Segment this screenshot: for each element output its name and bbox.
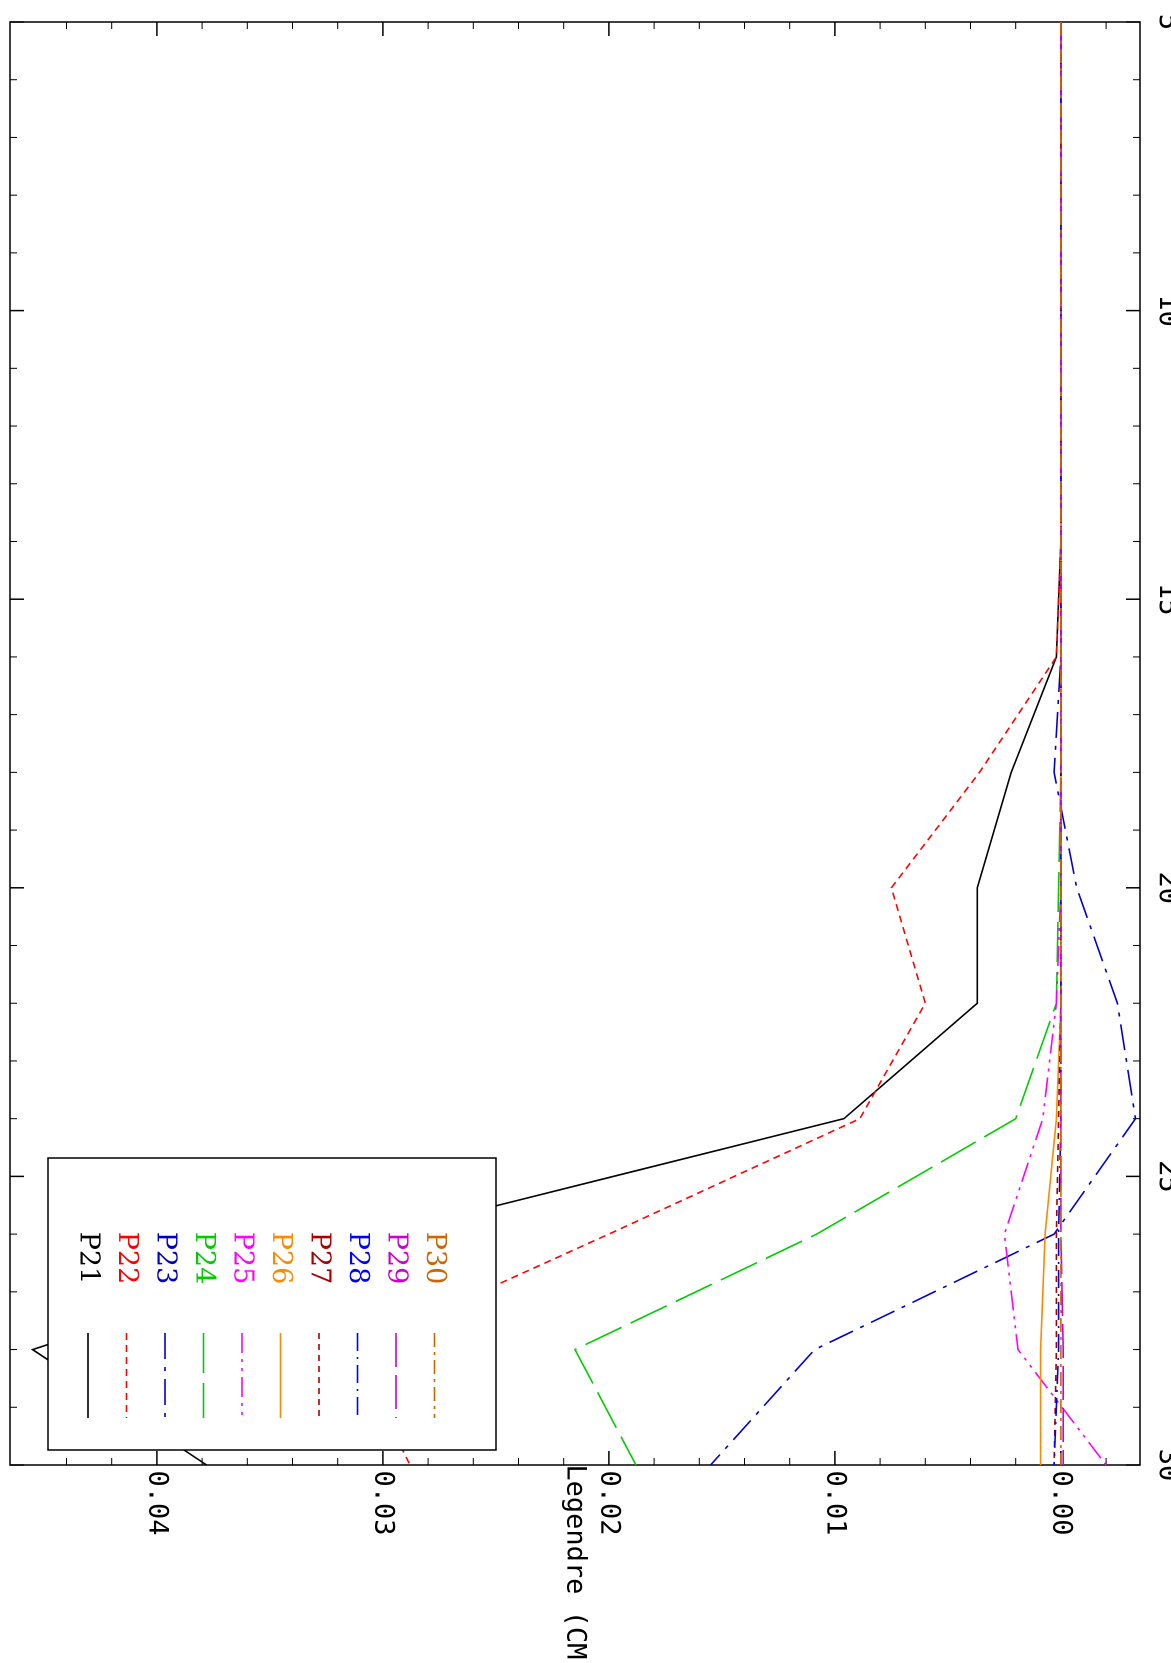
plot-frame <box>9 21 1141 1466</box>
y-axis-title: Legendre (CM) <box>561 1464 592 1663</box>
x-tick-label: 5 <box>1153 14 1171 30</box>
series-layer <box>30 22 1137 1466</box>
axis-ticks: 5 10 15 20 25 30 0.00 0.01 0.02 0.03 0.04 <box>10 14 1171 1536</box>
legend-label: P28 <box>343 1232 374 1285</box>
y-tick-label: 0.03 <box>368 1470 399 1535</box>
y-tick-label: 0.01 <box>820 1470 851 1535</box>
x-tick-label: 30 <box>1153 1449 1171 1482</box>
legend-label: P26 <box>266 1232 297 1285</box>
legend-label: P29 <box>382 1232 413 1285</box>
legend-label: P25 <box>228 1232 259 1285</box>
x-tick-label: 25 <box>1153 1160 1171 1193</box>
x-tick-label: 20 <box>1153 872 1171 905</box>
legend-label: P30 <box>420 1232 451 1285</box>
legend-label: P27 <box>305 1232 336 1285</box>
y-tick-label: 0.00 <box>1046 1470 1077 1535</box>
legend: P21 P22 P23 P24 P25 P26 P27 P28 P29 P30 <box>47 1157 497 1451</box>
legend-box <box>47 1157 497 1451</box>
y-tick-label: 0.02 <box>594 1470 625 1535</box>
x-tick-label: 15 <box>1153 583 1171 616</box>
legend-label: P21 <box>74 1232 105 1285</box>
legend-label: P24 <box>189 1232 220 1285</box>
legend-label: P22 <box>112 1232 143 1285</box>
y-tick-label: 0.04 <box>142 1470 173 1535</box>
legend-label: P23 <box>151 1232 182 1285</box>
x-tick-label: 10 <box>1153 294 1171 327</box>
